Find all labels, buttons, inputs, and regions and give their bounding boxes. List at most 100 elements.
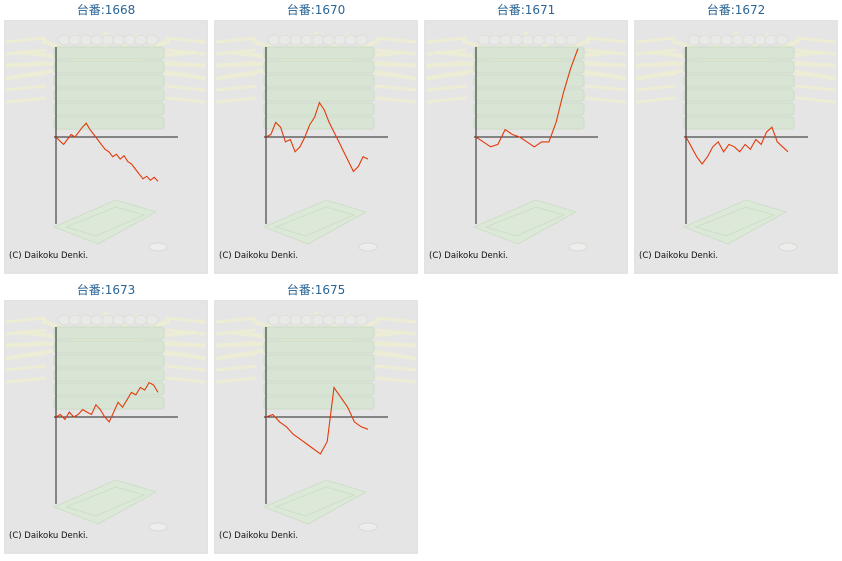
chart-svg: (C) Daikoku Denki.	[6, 32, 206, 261]
machine-chart: 台番:1673 (C) Daikoku Denki.	[4, 280, 208, 554]
ray	[216, 376, 257, 384]
coin	[148, 522, 168, 532]
ray	[375, 376, 416, 384]
tray	[53, 88, 165, 102]
coin	[278, 34, 292, 46]
ray	[585, 48, 626, 56]
chart-panel: (C) Daikoku Denki.	[214, 300, 418, 554]
coin	[753, 34, 767, 46]
series-line	[475, 48, 579, 148]
machine-chart: 台番:1672 (C) Daikoku Denki.	[634, 0, 838, 274]
tray	[683, 74, 795, 88]
ray	[216, 36, 257, 44]
coin	[57, 34, 71, 46]
ray	[6, 340, 47, 348]
tray	[53, 46, 165, 60]
copyright-text: (C) Daikoku Denki.	[9, 531, 88, 541]
coin	[333, 314, 347, 326]
ray	[426, 96, 467, 104]
coin	[311, 314, 325, 326]
ray	[585, 36, 626, 44]
ray	[375, 60, 416, 68]
ray	[6, 36, 47, 44]
coin	[742, 34, 756, 46]
coin	[278, 314, 292, 326]
ray	[165, 352, 206, 360]
tray	[53, 368, 165, 382]
background-illustration	[6, 312, 206, 532]
ray	[165, 364, 206, 372]
bottom-tray-inner	[64, 206, 146, 237]
tray	[53, 396, 165, 410]
ray	[216, 48, 257, 56]
ray	[6, 72, 47, 80]
machine-chart: 台番:1670 (C) Daikoku Denki.	[214, 0, 418, 274]
ray	[426, 60, 467, 68]
coin	[101, 314, 115, 326]
coin	[775, 34, 789, 46]
ray	[375, 84, 416, 92]
coin	[499, 34, 513, 46]
ray	[636, 36, 677, 44]
ray	[795, 60, 836, 68]
machine-chart: 台番:1668 (C) Daikoku Denki.	[4, 0, 208, 274]
ray	[795, 48, 836, 56]
ray	[216, 60, 257, 68]
chart-title: 台番:1672	[706, 3, 766, 17]
coin	[101, 34, 115, 46]
ray	[795, 96, 836, 104]
ray	[6, 376, 47, 384]
series-line	[265, 386, 369, 455]
tray	[263, 116, 375, 130]
ray	[636, 60, 677, 68]
ray	[375, 328, 416, 336]
series-line	[265, 101, 369, 173]
tray	[53, 340, 165, 354]
tray	[53, 74, 165, 88]
chart-title: 台番:1670	[286, 3, 346, 17]
bottom-tray	[52, 199, 158, 245]
tray	[473, 88, 585, 102]
coin	[778, 242, 798, 252]
ray	[585, 60, 626, 68]
ray	[216, 316, 257, 324]
coin	[68, 34, 82, 46]
ray	[216, 84, 257, 92]
tray	[53, 326, 165, 340]
ray	[6, 352, 47, 360]
tray	[683, 116, 795, 130]
coin	[311, 34, 325, 46]
tray	[53, 354, 165, 368]
coin	[148, 242, 168, 252]
ray	[165, 328, 206, 336]
coin	[300, 34, 314, 46]
ray	[6, 60, 47, 68]
coin	[764, 34, 778, 46]
ray	[426, 72, 467, 80]
chart-title: 台番:1671	[496, 3, 556, 17]
tray	[683, 60, 795, 74]
ray	[795, 84, 836, 92]
chart-panel: (C) Daikoku Denki.	[424, 20, 628, 274]
ray	[585, 84, 626, 92]
chart-title: 台番:1668	[76, 3, 136, 17]
copyright-text: (C) Daikoku Denki.	[219, 251, 298, 261]
ray	[375, 96, 416, 104]
coin	[344, 314, 358, 326]
tray	[263, 326, 375, 340]
background-illustration	[426, 32, 626, 252]
ray	[585, 72, 626, 80]
ray	[6, 48, 47, 56]
coin	[687, 34, 701, 46]
chart-svg: (C) Daikoku Denki.	[6, 312, 206, 541]
ray	[165, 84, 206, 92]
bottom-tray-inner	[64, 486, 146, 517]
ray	[216, 328, 257, 336]
coin	[145, 314, 159, 326]
coin	[477, 34, 491, 46]
background-illustration	[216, 32, 416, 252]
bottom-tray	[682, 199, 788, 245]
tray	[473, 60, 585, 74]
copyright-text: (C) Daikoku Denki.	[639, 251, 718, 261]
bottom-tray-inner	[694, 206, 776, 237]
